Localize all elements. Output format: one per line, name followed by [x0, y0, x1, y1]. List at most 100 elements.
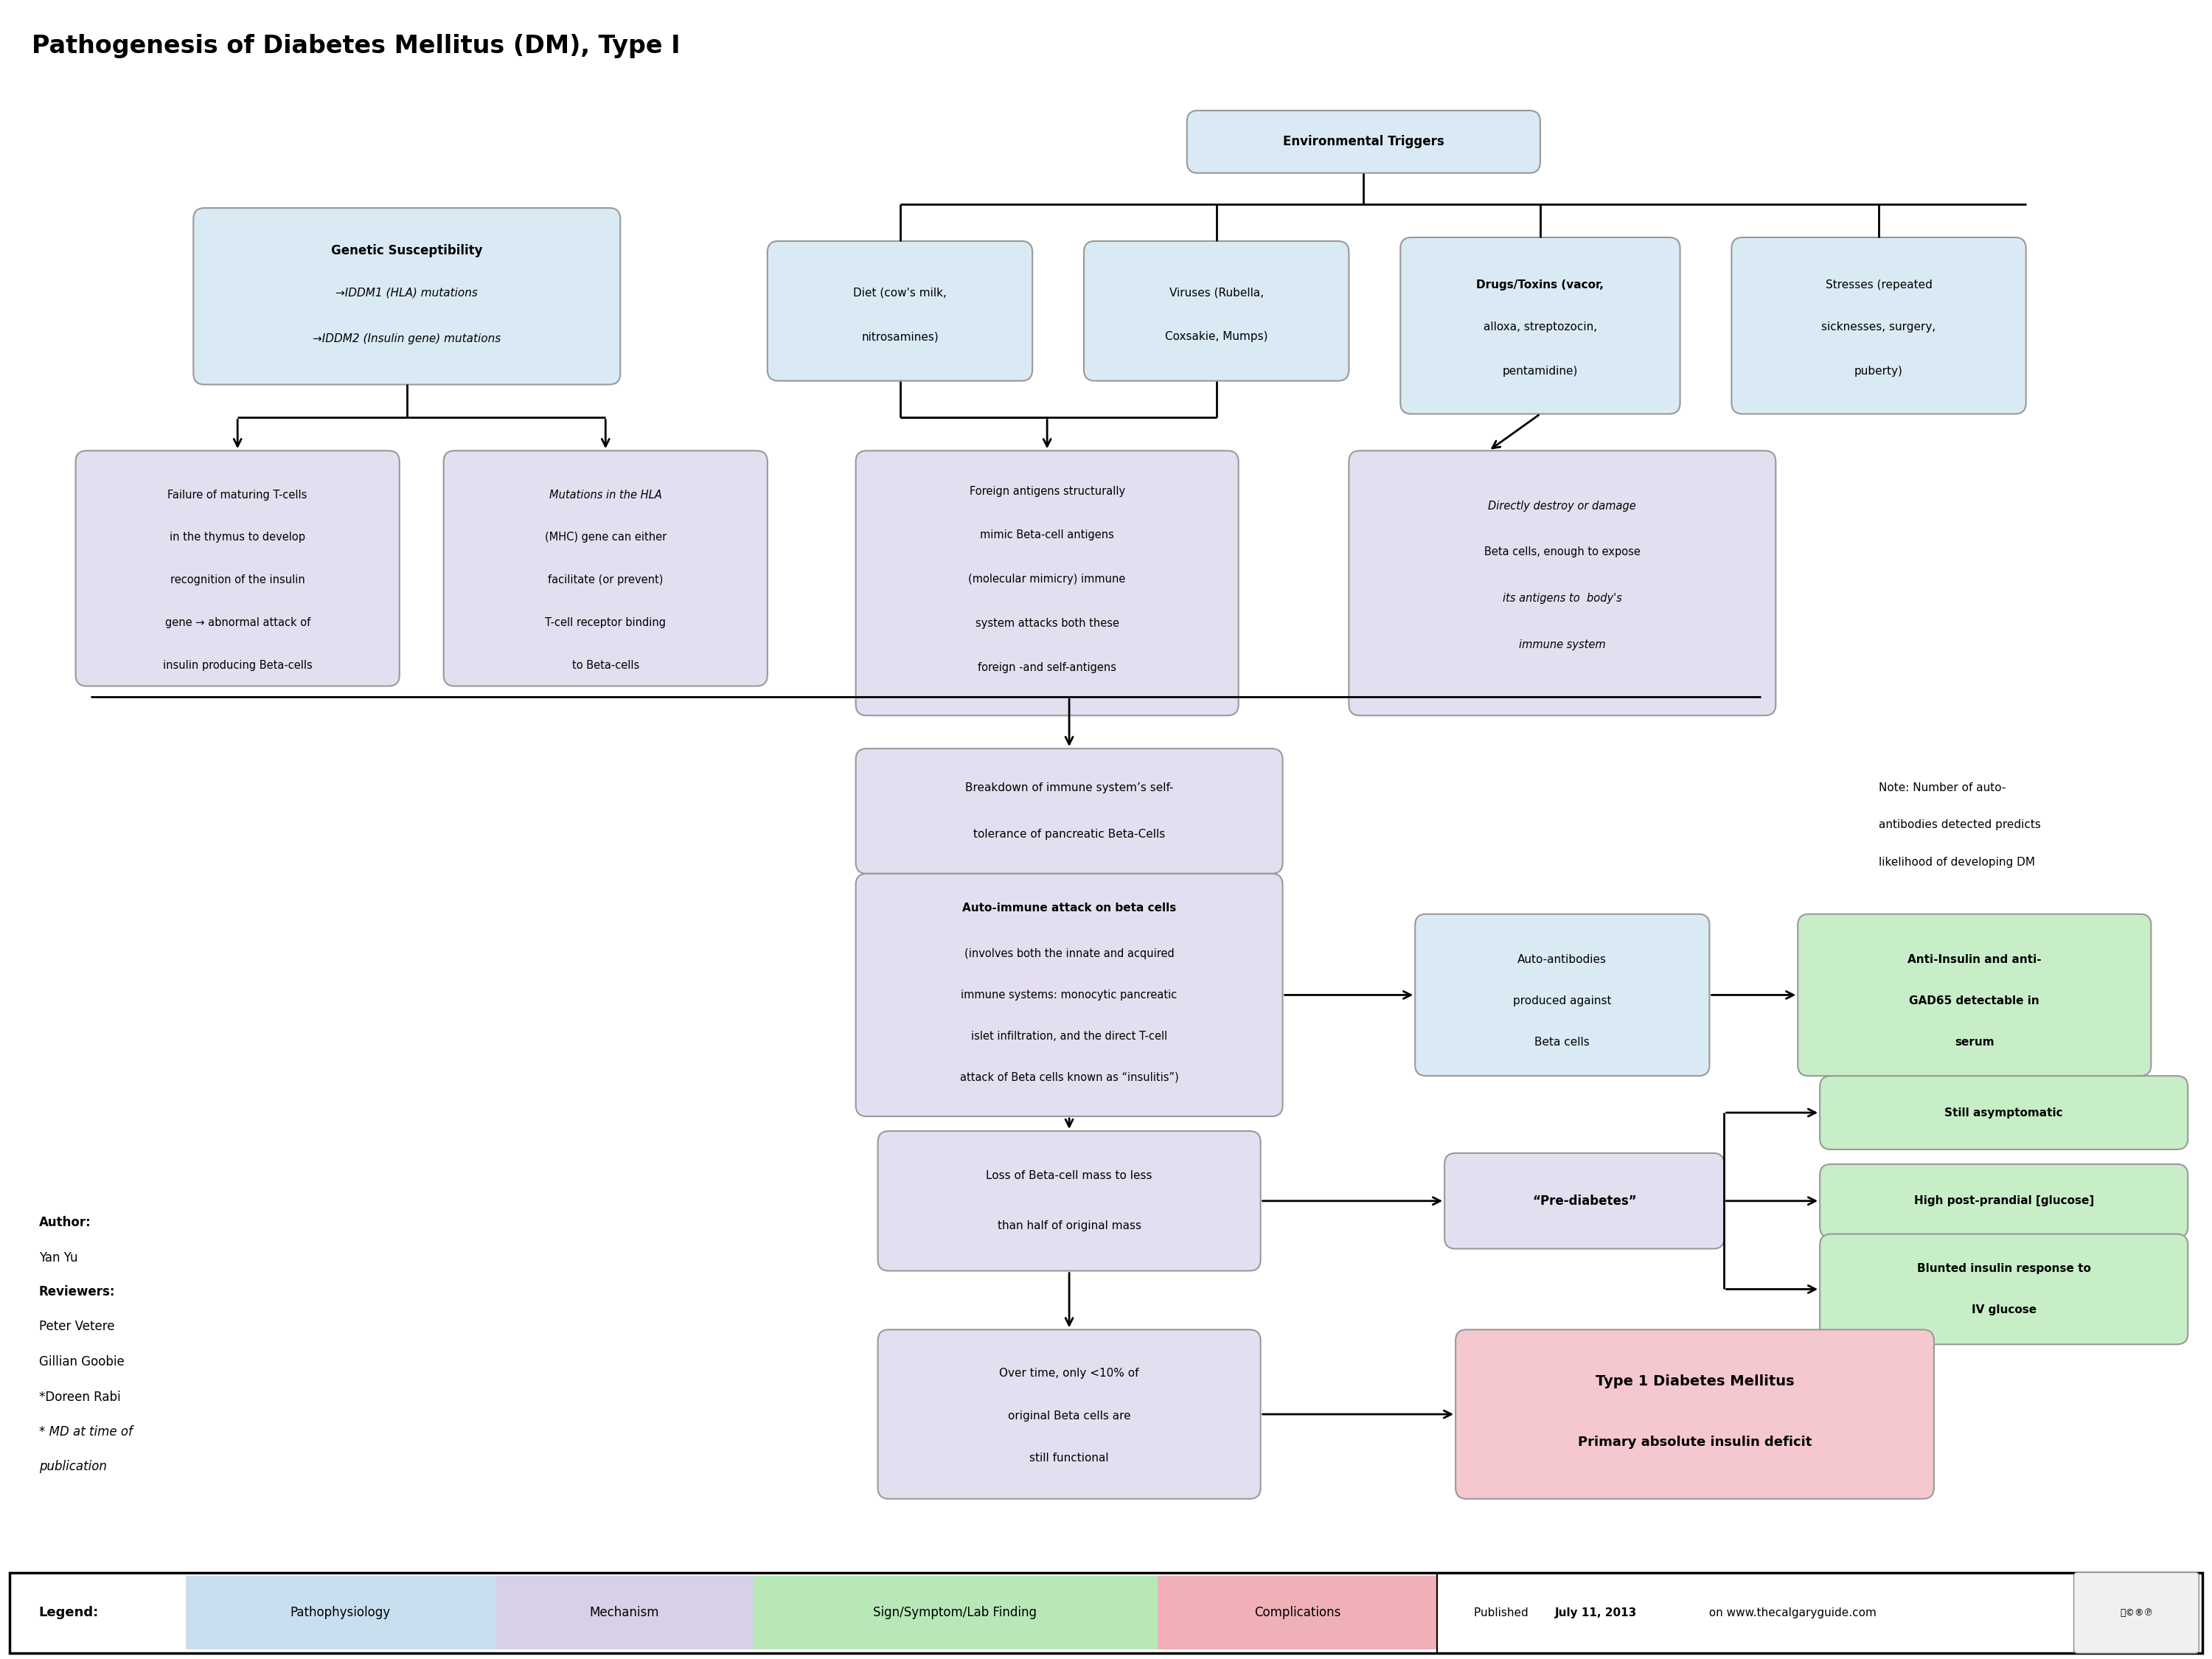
Text: Note: Number of auto-: Note: Number of auto-	[1878, 781, 2006, 793]
Text: puberty): puberty)	[1854, 365, 1902, 377]
FancyBboxPatch shape	[445, 451, 768, 687]
FancyBboxPatch shape	[75, 451, 400, 687]
FancyBboxPatch shape	[1732, 237, 2026, 415]
Text: * MD at time of: * MD at time of	[40, 1425, 133, 1438]
Text: Still asymptomatic: Still asymptomatic	[1944, 1107, 2064, 1118]
Text: →IDDM2 (Insulin gene) mutations: →IDDM2 (Insulin gene) mutations	[312, 333, 500, 345]
Text: Reviewers:: Reviewers:	[40, 1286, 115, 1299]
FancyBboxPatch shape	[1349, 451, 1776, 715]
FancyBboxPatch shape	[1400, 237, 1681, 415]
Text: July 11, 2013: July 11, 2013	[1555, 1608, 1637, 1618]
Text: Published: Published	[1473, 1608, 1535, 1618]
Text: Coxsakie, Mumps): Coxsakie, Mumps)	[1166, 332, 1267, 342]
Text: recognition of the insulin: recognition of the insulin	[170, 574, 305, 586]
Text: immune systems: monocytic pancreatic: immune systems: monocytic pancreatic	[960, 989, 1177, 1000]
Text: produced against: produced against	[1513, 995, 1613, 1007]
FancyBboxPatch shape	[1455, 1329, 1933, 1498]
Text: its antigens to  body's: its antigens to body's	[1502, 592, 1621, 604]
FancyBboxPatch shape	[2075, 1573, 2199, 1654]
FancyBboxPatch shape	[192, 207, 619, 385]
Text: GAD65 detectable in: GAD65 detectable in	[1909, 995, 2039, 1007]
Text: Mutations in the HLA: Mutations in the HLA	[549, 489, 661, 501]
FancyBboxPatch shape	[1444, 1153, 1723, 1249]
Text: Type 1 Diabetes Mellitus: Type 1 Diabetes Mellitus	[1595, 1374, 1794, 1389]
FancyBboxPatch shape	[9, 1573, 2203, 1654]
FancyBboxPatch shape	[878, 1131, 1261, 1271]
Text: Anti-Insulin and anti-: Anti-Insulin and anti-	[1907, 954, 2042, 966]
Text: sicknesses, surgery,: sicknesses, surgery,	[1820, 322, 1935, 333]
Text: on www.thecalgaryguide.com: on www.thecalgaryguide.com	[1703, 1608, 1876, 1618]
Text: islet infiltration, and the direct T-cell: islet infiltration, and the direct T-cel…	[971, 1030, 1168, 1042]
Text: serum: serum	[1955, 1037, 1995, 1047]
Text: tolerance of pancreatic Beta-Cells: tolerance of pancreatic Beta-Cells	[973, 830, 1166, 839]
Text: “Pre-diabetes”: “Pre-diabetes”	[1533, 1194, 1637, 1208]
Text: facilitate (or prevent): facilitate (or prevent)	[549, 574, 664, 586]
Text: Gillian Goobie: Gillian Goobie	[40, 1355, 124, 1369]
FancyBboxPatch shape	[878, 1329, 1261, 1498]
Text: Beta cells: Beta cells	[1535, 1037, 1590, 1047]
FancyBboxPatch shape	[1188, 111, 1540, 173]
Text: Directly destroy or damage: Directly destroy or damage	[1489, 501, 1637, 511]
Text: antibodies detected predicts: antibodies detected predicts	[1878, 820, 2042, 830]
Text: pentamidine): pentamidine)	[1502, 365, 1577, 377]
Text: likelihood of developing DM: likelihood of developing DM	[1878, 858, 2035, 868]
Text: original Beta cells are: original Beta cells are	[1009, 1410, 1130, 1422]
Text: Author:: Author:	[40, 1216, 91, 1229]
Text: insulin producing Beta-cells: insulin producing Beta-cells	[164, 660, 312, 670]
Text: nitrosamines): nitrosamines)	[860, 332, 938, 342]
FancyBboxPatch shape	[856, 451, 1239, 715]
Text: mimic Beta-cell antigens: mimic Beta-cell antigens	[980, 529, 1115, 541]
Text: Foreign antigens structurally: Foreign antigens structurally	[969, 486, 1126, 496]
Text: attack of Beta cells known as “insulitis”): attack of Beta cells known as “insulitis…	[960, 1072, 1179, 1083]
Text: T-cell receptor binding: T-cell receptor binding	[544, 617, 666, 629]
FancyBboxPatch shape	[856, 874, 1283, 1117]
FancyBboxPatch shape	[768, 241, 1033, 382]
FancyBboxPatch shape	[1820, 1165, 2188, 1238]
Text: →IDDM1 (HLA) mutations: →IDDM1 (HLA) mutations	[336, 287, 478, 299]
Text: Blunted insulin response to: Blunted insulin response to	[1918, 1262, 2090, 1274]
Text: than half of original mass: than half of original mass	[998, 1221, 1141, 1231]
Text: to Beta-cells: to Beta-cells	[573, 660, 639, 670]
Text: Diet (cow's milk,: Diet (cow's milk,	[854, 287, 947, 299]
Text: Breakdown of immune system’s self-: Breakdown of immune system’s self-	[964, 781, 1172, 793]
Text: Viruses (Rubella,: Viruses (Rubella,	[1170, 287, 1263, 299]
Text: IV glucose: IV glucose	[1971, 1304, 2037, 1316]
Text: Yan Yu: Yan Yu	[40, 1251, 77, 1264]
Text: system attacks both these: system attacks both these	[975, 619, 1119, 629]
Text: Over time, only <10% of: Over time, only <10% of	[1000, 1367, 1139, 1379]
Text: Auto-antibodies: Auto-antibodies	[1517, 954, 1606, 966]
Text: alloxa, streptozocin,: alloxa, streptozocin,	[1484, 322, 1597, 333]
Text: Beta cells, enough to expose: Beta cells, enough to expose	[1484, 547, 1641, 557]
FancyBboxPatch shape	[1798, 914, 2150, 1077]
FancyBboxPatch shape	[856, 748, 1283, 874]
Text: Mechanism: Mechanism	[588, 1606, 659, 1619]
FancyBboxPatch shape	[1157, 1576, 1438, 1649]
Text: immune system: immune system	[1520, 639, 1606, 650]
Text: (MHC) gene can either: (MHC) gene can either	[544, 533, 666, 542]
FancyBboxPatch shape	[1820, 1077, 2188, 1150]
FancyBboxPatch shape	[186, 1576, 495, 1649]
Text: Peter Vetere: Peter Vetere	[40, 1321, 115, 1334]
FancyBboxPatch shape	[495, 1576, 752, 1649]
FancyBboxPatch shape	[1416, 914, 1710, 1077]
Text: foreign -and self-antigens: foreign -and self-antigens	[978, 662, 1117, 674]
Text: Pathophysiology: Pathophysiology	[290, 1606, 392, 1619]
Text: Legend:: Legend:	[40, 1606, 100, 1619]
FancyBboxPatch shape	[752, 1576, 1157, 1649]
Text: Primary absolute insulin deficit: Primary absolute insulin deficit	[1577, 1435, 1812, 1448]
Text: (molecular mimicry) immune: (molecular mimicry) immune	[969, 574, 1126, 586]
Text: Loss of Beta-cell mass to less: Loss of Beta-cell mass to less	[987, 1170, 1152, 1181]
Text: Stresses (repeated: Stresses (repeated	[1825, 280, 1931, 290]
Text: Environmental Triggers: Environmental Triggers	[1283, 134, 1444, 148]
Text: Drugs/Toxins (vacor,: Drugs/Toxins (vacor,	[1475, 280, 1604, 290]
Text: publication: publication	[40, 1460, 106, 1473]
Text: Auto-immune attack on beta cells: Auto-immune attack on beta cells	[962, 902, 1177, 914]
Text: in the thymus to develop: in the thymus to develop	[170, 533, 305, 542]
FancyBboxPatch shape	[1820, 1234, 2188, 1344]
Text: (involves both the innate and acquired: (involves both the innate and acquired	[964, 949, 1175, 959]
Text: Failure of maturing T-cells: Failure of maturing T-cells	[168, 489, 307, 501]
Text: gene → abnormal attack of: gene → abnormal attack of	[166, 617, 310, 629]
Text: Complications: Complications	[1254, 1606, 1340, 1619]
Text: still functional: still functional	[1029, 1453, 1108, 1463]
Text: ⓒ©®℗: ⓒ©®℗	[2119, 1608, 2152, 1618]
